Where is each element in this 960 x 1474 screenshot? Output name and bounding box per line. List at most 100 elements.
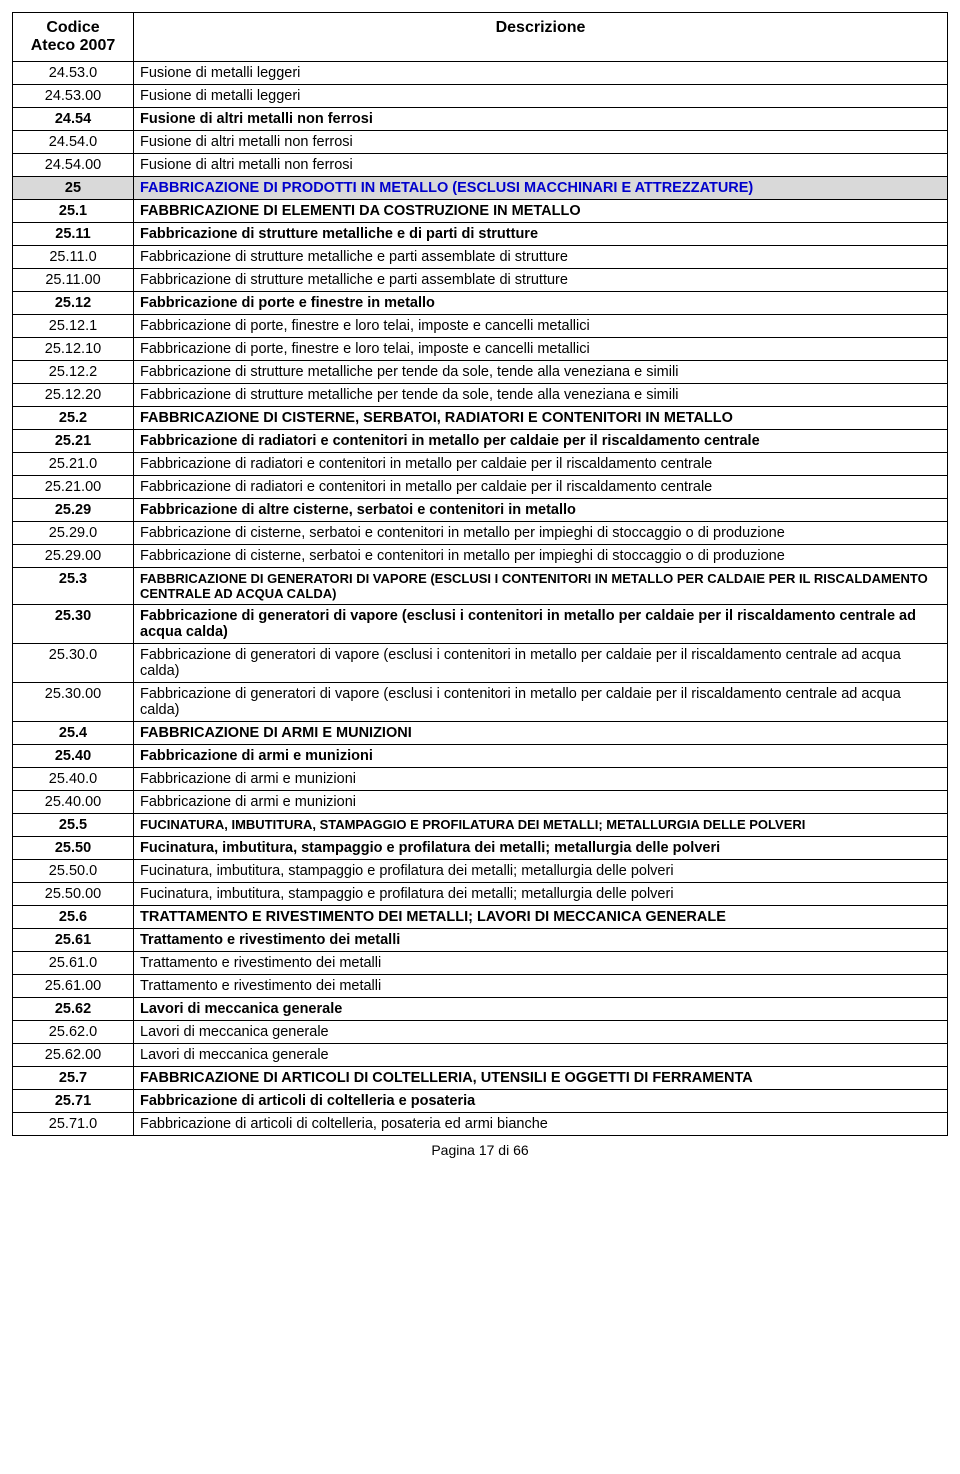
code-value: 25.40.00: [45, 794, 101, 810]
desc-cell: Fabbricazione di strutture metalliche e …: [134, 223, 948, 246]
code-cell: 25: [13, 177, 134, 200]
desc-cell: TRATTAMENTO E RIVESTIMENTO DEI METALLI; …: [134, 906, 948, 929]
code-cell: 25.61.0: [13, 952, 134, 975]
desc-value: Fabbricazione di porte e finestre in met…: [140, 295, 435, 311]
code-cell: 25.21: [13, 430, 134, 453]
table-row: 25.40.00 Fabbricazione di armi e munizion…: [13, 791, 948, 814]
desc-value: Fucinatura, imbutitura, stampaggio e pro…: [140, 840, 720, 856]
desc-value: Trattamento e rivestimento dei metalli: [140, 978, 381, 994]
desc-value: Lavori di meccanica generale: [140, 1001, 342, 1017]
desc-value: Fabbricazione di armi e munizioni: [140, 771, 356, 787]
desc-cell: Fabbricazione di armi e munizioni: [134, 791, 948, 814]
code-cell: 25.11.00: [13, 269, 134, 292]
table-row: 25 FABBRICAZIONE DI PRODOTTI IN METALLO (…: [13, 177, 948, 200]
code-cell: 25.4: [13, 722, 134, 745]
code-cell: 25.61.00: [13, 975, 134, 998]
table-row: 25.6TRATTAMENTO E RIVESTIMENTO DEI METAL…: [13, 906, 948, 929]
desc-cell: Fabbricazione di strutture metalliche pe…: [134, 361, 948, 384]
desc-value: Fabbricazione di porte, finestre e loro …: [140, 318, 590, 334]
code-cell: 25.30.0: [13, 644, 134, 683]
desc-value: Fusione di altri metalli non ferrosi: [140, 157, 353, 173]
code-cell: 25.50.00: [13, 883, 134, 906]
desc-cell: Fabbricazione di strutture metalliche e …: [134, 269, 948, 292]
code-cell: 25.2: [13, 407, 134, 430]
desc-value: Fabbricazione di strutture metalliche e …: [140, 272, 568, 288]
table-row: 25.61.0Trattamento e rivestimento dei me…: [13, 952, 948, 975]
desc-cell: Fabbricazione di cisterne, serbatoi e co…: [134, 522, 948, 545]
desc-value: Fusione di altri metalli non ferrosi: [140, 111, 373, 127]
desc-value: Fabbricazione di strutture metalliche pe…: [140, 387, 678, 403]
code-value: 25.61.00: [45, 978, 101, 994]
desc-value: Fabbricazione di generatori di vapore (e…: [140, 686, 901, 718]
table-row: 25.11.00 Fabbricazione di strutture metal…: [13, 269, 948, 292]
table-row: 25.12.10Fabbricazione di porte, finestre…: [13, 338, 948, 361]
code-cell: 25.3: [13, 568, 134, 605]
code-cell: 25.62.0: [13, 1021, 134, 1044]
code-value: 25.21: [55, 433, 91, 449]
desc-cell: Trattamento e rivestimento dei metalli: [134, 929, 948, 952]
header-code: Codice Ateco 2007: [13, 13, 134, 62]
code-value: 25.29.0: [49, 525, 97, 541]
desc-value: Trattamento e rivestimento dei metalli: [140, 932, 400, 948]
code-value: 25.12.20: [45, 387, 101, 403]
header-desc: Descrizione: [134, 13, 948, 62]
desc-cell: Fabbricazione di cisterne, serbatoi e co…: [134, 545, 948, 568]
header-code-l2: Ateco 2007: [31, 37, 116, 54]
code-cell: 25.21.00: [13, 476, 134, 499]
table-row: 24.54.0Fusione di altri metalli non ferr…: [13, 131, 948, 154]
code-value: 25.21.00: [45, 479, 101, 495]
desc-cell: Fucinatura, imbutitura, stampaggio e pro…: [134, 883, 948, 906]
desc-cell: Fabbricazione di generatori di vapore (e…: [134, 605, 948, 644]
code-value: 25.62.00: [45, 1047, 101, 1063]
desc-cell: Fabbricazione di altre cisterne, serbato…: [134, 499, 948, 522]
table-row: 25.30.00Fabbricazione di generatori di v…: [13, 683, 948, 722]
desc-value: Fusione di metalli leggeri: [140, 65, 300, 81]
code-cell: 24.53.0: [13, 62, 134, 85]
code-value: 25: [65, 180, 81, 196]
code-cell: 25.62.00: [13, 1044, 134, 1067]
table-row: 25.4FABBRICAZIONE DI ARMI E MUNIZIONI: [13, 722, 948, 745]
section-link[interactable]: FABBRICAZIONE DI PRODOTTI IN METALLO (ES…: [140, 180, 753, 196]
code-value: 25.2: [59, 410, 87, 426]
desc-value: Fabbricazione di porte, finestre e loro …: [140, 341, 590, 357]
code-cell: 24.53.00: [13, 85, 134, 108]
desc-value: TRATTAMENTO E RIVESTIMENTO DEI METALLI; …: [140, 909, 726, 925]
table-row: 25.50.00Fucinatura, imbutitura, stampagg…: [13, 883, 948, 906]
desc-value: Fabbricazione di radiatori e contenitori…: [140, 433, 760, 449]
table-row: 25.2FABBRICAZIONE DI CISTERNE, SERBATOI,…: [13, 407, 948, 430]
table-row: 25.11Fabbricazione di strutture metallic…: [13, 223, 948, 246]
table-row: 25.21.0Fabbricazione di radiatori e cont…: [13, 453, 948, 476]
code-cell: 25.11.0: [13, 246, 134, 269]
table-row: 25.40Fabbricazione di armi e munizioni: [13, 745, 948, 768]
code-value: 25.71.0: [49, 1116, 97, 1132]
table-row: 25.29.0 Fabbricazione di cisterne, serbat…: [13, 522, 948, 545]
code-value: 25.30.0: [49, 647, 97, 663]
desc-cell: Fabbricazione di generatori di vapore (e…: [134, 683, 948, 722]
desc-cell: Fusione di metalli leggeri: [134, 62, 948, 85]
code-value: 25.11.00: [45, 272, 100, 288]
code-cell: 25.29.0: [13, 522, 134, 545]
code-value: 24.53.00: [45, 88, 101, 104]
desc-cell: Fabbricazione di articoli di coltelleria…: [134, 1113, 948, 1136]
table-row: 25.30Fabbricazione di generatori di vapo…: [13, 605, 948, 644]
table-row: 25.50Fucinatura, imbutitura, stampaggio …: [13, 837, 948, 860]
table-row: 25.7FABBRICAZIONE DI ARTICOLI DI COLTELL…: [13, 1067, 948, 1090]
table-row: 25.71.0 Fabbricazione di articoli di colt…: [13, 1113, 948, 1136]
desc-value: Fabbricazione di cisterne, serbatoi e co…: [140, 525, 785, 541]
code-cell: 25.11: [13, 223, 134, 246]
desc-cell: Fabbricazione di radiatori e contenitori…: [134, 430, 948, 453]
code-value: 25.61.0: [49, 955, 97, 971]
code-value: 25.62.0: [49, 1024, 97, 1040]
table-row: 25.62 Lavori di meccanica generale: [13, 998, 948, 1021]
desc-cell: Fusione di metalli leggeri: [134, 85, 948, 108]
code-cell: 25.29.00: [13, 545, 134, 568]
code-value: 25.62: [55, 1001, 91, 1017]
code-cell: 25.1: [13, 200, 134, 223]
code-cell: 24.54: [13, 108, 134, 131]
table-row: 25.12.2Fabbricazione di strutture metall…: [13, 361, 948, 384]
table-row: 25.29Fabbricazione di altre cisterne, se…: [13, 499, 948, 522]
code-value: 24.54: [55, 111, 91, 127]
table-row: 25.21 Fabbricazione di radiatori e conten…: [13, 430, 948, 453]
code-cell: 25.21.0: [13, 453, 134, 476]
code-cell: 25.71.0: [13, 1113, 134, 1136]
